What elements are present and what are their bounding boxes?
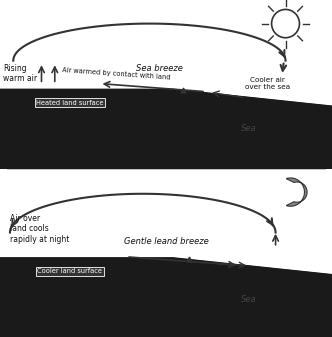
Text: Rising
warm air: Rising warm air <box>3 64 38 83</box>
Text: Heated land surface: Heated land surface <box>36 100 104 106</box>
Polygon shape <box>0 258 332 337</box>
Polygon shape <box>286 178 307 206</box>
Text: Sea: Sea <box>241 124 257 132</box>
Text: Sea: Sea <box>241 296 257 304</box>
Text: Air warmed by contact with land: Air warmed by contact with land <box>62 67 171 80</box>
Text: Cooler air
over the sea: Cooler air over the sea <box>245 77 290 90</box>
Circle shape <box>272 9 299 38</box>
Text: Sea breeze: Sea breeze <box>136 64 183 73</box>
Polygon shape <box>0 89 332 168</box>
Text: Air over
land cools
rapidly at night: Air over land cools rapidly at night <box>10 214 69 244</box>
Polygon shape <box>173 258 332 337</box>
Text: Gentle leand breeze: Gentle leand breeze <box>124 237 208 246</box>
Text: Cooler land surface: Cooler land surface <box>37 268 102 274</box>
Polygon shape <box>173 89 332 168</box>
